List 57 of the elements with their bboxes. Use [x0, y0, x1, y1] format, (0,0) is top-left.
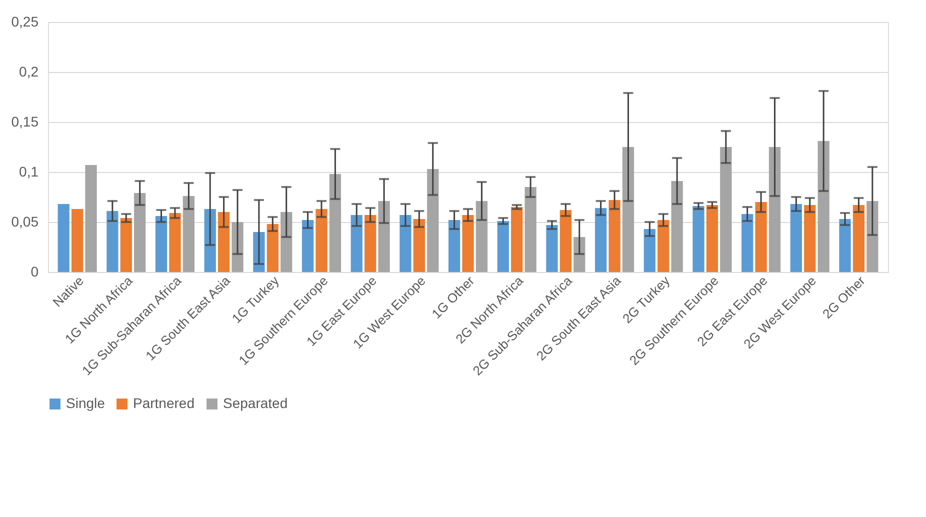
bar	[120, 218, 132, 272]
legend-label: Partnered	[133, 395, 194, 411]
bar	[169, 213, 181, 272]
bar	[594, 208, 607, 272]
bar	[608, 200, 620, 272]
legend-label: Single	[66, 395, 106, 411]
bar	[218, 212, 230, 272]
y-tick-label: 0,25	[11, 14, 39, 30]
bar	[546, 225, 558, 272]
bar	[182, 196, 195, 272]
legend-label: Separated	[223, 395, 288, 411]
y-tick-label: 0,2	[19, 64, 39, 80]
bar	[720, 147, 732, 272]
bar	[329, 174, 342, 272]
bar	[134, 193, 146, 272]
bar	[302, 220, 314, 272]
bar	[232, 222, 244, 272]
bar	[622, 147, 634, 272]
bar	[768, 147, 781, 272]
bar	[790, 204, 802, 272]
y-tick-label: 0,15	[11, 114, 39, 130]
bar	[644, 229, 656, 272]
bar	[350, 215, 362, 272]
bar	[364, 215, 376, 272]
bar	[524, 187, 536, 272]
bar	[462, 215, 474, 272]
bar	[671, 181, 683, 272]
bar	[316, 209, 328, 272]
bar	[692, 206, 704, 272]
bar	[155, 216, 168, 272]
bar	[658, 220, 670, 272]
bar	[476, 201, 488, 272]
bar	[106, 211, 118, 272]
bar	[448, 220, 460, 272]
bar	[85, 165, 97, 272]
bar	[741, 214, 754, 272]
bar	[280, 212, 292, 272]
bar	[839, 219, 851, 272]
y-tick-label: 0	[30, 264, 39, 280]
y-tick-label: 0,05	[11, 214, 39, 230]
bar	[266, 224, 278, 272]
bar	[58, 204, 70, 272]
bar	[852, 205, 865, 272]
bar	[378, 201, 390, 272]
bar	[706, 205, 718, 272]
bar	[804, 205, 816, 272]
bar	[866, 201, 878, 272]
bar	[71, 209, 84, 272]
bar	[413, 219, 425, 272]
bar	[818, 141, 830, 272]
bar	[755, 202, 767, 272]
bar	[560, 210, 572, 272]
bar	[400, 215, 412, 272]
bar	[427, 169, 439, 272]
y-tick-label: 0,1	[19, 164, 39, 180]
bar	[204, 209, 216, 272]
bar	[497, 221, 509, 272]
